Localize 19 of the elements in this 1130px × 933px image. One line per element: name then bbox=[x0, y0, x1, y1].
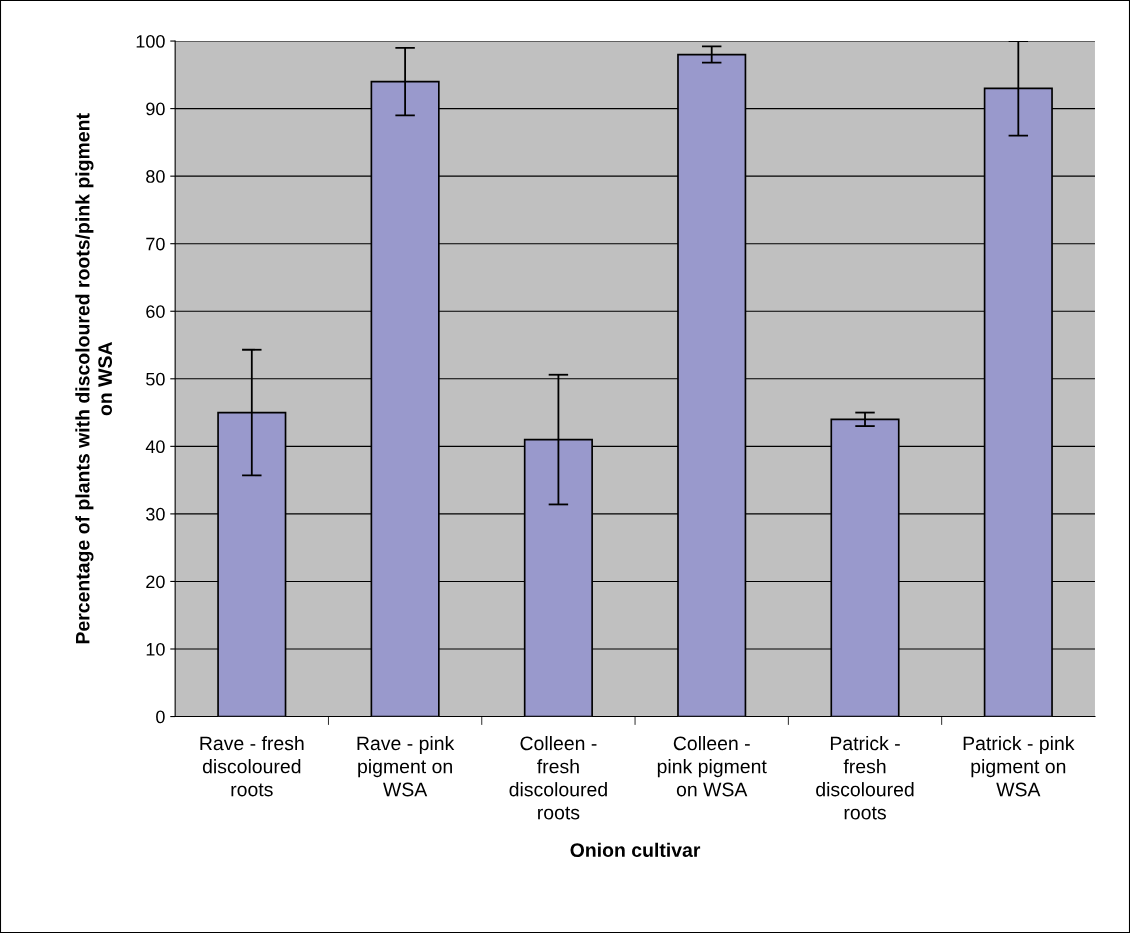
x-tick-label: Colleen - pink pigment on WSA bbox=[657, 735, 767, 797]
x-tick-label: Rave - fresh discoloured roots bbox=[200, 735, 304, 797]
y-tick-label: 10 bbox=[146, 642, 165, 656]
y-tick-label: 50 bbox=[146, 372, 165, 386]
y-tick-label: 90 bbox=[146, 102, 165, 116]
y-tick-label: 0 bbox=[156, 710, 165, 724]
y-tick-label: 60 bbox=[146, 305, 165, 318]
y-axis-title: Percentage of plants with discoloured roots/pink pigment on WSA bbox=[75, 113, 113, 644]
y-tick-label: 30 bbox=[146, 507, 165, 521]
y-tick-label: 20 bbox=[146, 575, 165, 589]
x-tick-label: Colleen - fresh discoloured roots bbox=[509, 735, 607, 820]
y-tick-label: 40 bbox=[145, 440, 165, 454]
y-tick-label: 70 bbox=[146, 237, 165, 251]
x-tick-label: Rave - pink pigment on WSA bbox=[357, 735, 455, 797]
x-tick-label: Patrick - pink pigment on WSA bbox=[963, 735, 1075, 797]
y-tick-label: 100 bbox=[136, 34, 165, 48]
y-tick-label: 80 bbox=[146, 170, 165, 183]
x-axis-title: Onion cultivar bbox=[570, 842, 701, 858]
x-tick-label: Patrick - fresh discoloured roots bbox=[816, 735, 914, 820]
